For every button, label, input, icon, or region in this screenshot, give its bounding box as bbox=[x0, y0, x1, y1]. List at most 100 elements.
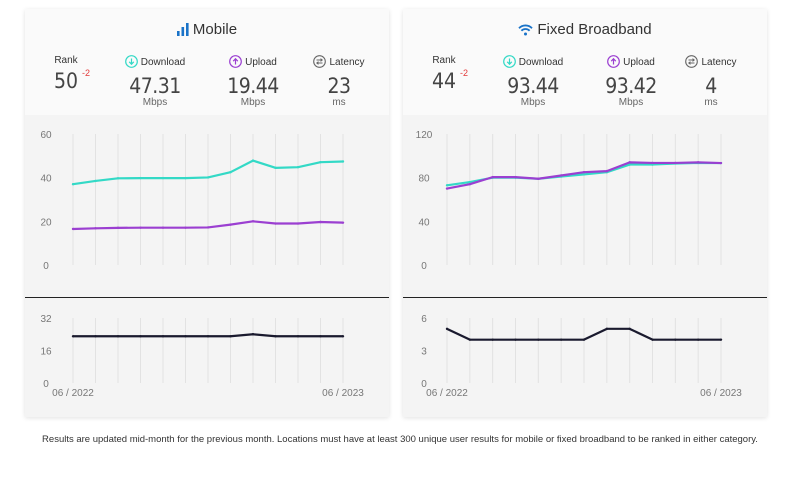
fixed-upload-label: Upload bbox=[623, 57, 655, 68]
data-point-download bbox=[161, 176, 165, 180]
mobile-upload: Upload 19.44 Mbps bbox=[203, 55, 303, 108]
fixed-panel: Fixed Broadband Rank 44 -2 Download 93.4… bbox=[403, 9, 767, 417]
mobile-rank: Rank 50 -2 bbox=[39, 55, 93, 93]
mobile-title: Mobile bbox=[25, 21, 389, 40]
data-point-upload bbox=[559, 174, 563, 177]
y-tick-label: 80 bbox=[418, 174, 430, 185]
data-point-upload bbox=[251, 220, 255, 223]
x-tick-label: 06 / 2023 bbox=[322, 388, 364, 399]
data-point-download bbox=[628, 163, 631, 166]
data-point-latency bbox=[229, 335, 232, 338]
fixed-latency-unit: ms bbox=[704, 97, 718, 108]
data-point-download bbox=[319, 160, 322, 164]
mobile-latency-value: 23 bbox=[327, 74, 351, 98]
mobile-latency: Latency 23 ms bbox=[293, 55, 385, 108]
data-point-upload bbox=[491, 175, 494, 179]
fixed-download-label: Download bbox=[518, 57, 564, 68]
data-point-download bbox=[274, 166, 277, 170]
fixed-download-value: 93.44 bbox=[507, 74, 559, 98]
data-point-latency bbox=[274, 335, 277, 338]
data-point-latency bbox=[491, 338, 494, 341]
data-point-upload bbox=[719, 161, 723, 165]
fixed-latency-chart: 0 3 6 06 / 2022 06 / 2023 bbox=[421, 314, 742, 399]
y-tick-label: 3 bbox=[421, 347, 427, 358]
data-point-latency bbox=[651, 338, 654, 341]
mobile-speed-chart: 0 20 40 60 bbox=[40, 130, 345, 272]
fixed-rank-label: Rank bbox=[432, 55, 456, 66]
mobile-latency-chart: 0 16 32 06 / 2022 06 / 2023 bbox=[40, 314, 364, 399]
data-point-upload bbox=[341, 221, 345, 224]
fixed-panel-header: Fixed Broadband Rank 44 -2 Download 93.4… bbox=[403, 9, 767, 115]
data-point-download bbox=[116, 177, 120, 180]
data-point-download bbox=[184, 176, 187, 180]
fixed-rank: Rank 44 -2 bbox=[417, 55, 471, 93]
data-point-download bbox=[229, 171, 232, 174]
data-point-latency bbox=[719, 338, 723, 341]
data-point-latency bbox=[139, 335, 142, 338]
download-arrow-icon bbox=[502, 55, 516, 71]
data-point-latency bbox=[628, 327, 631, 331]
mobile-upload-value: 19.44 bbox=[227, 74, 279, 98]
y-tick-label: 6 bbox=[421, 314, 427, 325]
y-tick-label: 16 bbox=[40, 347, 52, 358]
fixed-upload-value: 93.42 bbox=[605, 74, 657, 98]
data-point-upload bbox=[116, 226, 120, 230]
data-point-upload bbox=[514, 175, 517, 179]
y-tick-label: 60 bbox=[40, 130, 52, 141]
footer-note: Results are updated mid-month for the pr… bbox=[42, 434, 758, 445]
data-point-upload bbox=[71, 227, 75, 231]
y-tick-label: 20 bbox=[40, 217, 52, 228]
data-point-latency bbox=[674, 338, 677, 341]
fixed-latency: Latency 4 ms bbox=[665, 55, 757, 108]
latency-icon bbox=[313, 55, 327, 71]
fixed-title: Fixed Broadband bbox=[403, 21, 767, 40]
data-point-upload bbox=[161, 226, 165, 229]
data-point-latency bbox=[184, 335, 187, 338]
data-point-download bbox=[296, 165, 300, 169]
data-point-download bbox=[468, 180, 472, 184]
data-point-download bbox=[139, 176, 142, 180]
mobile-latency-label: Latency bbox=[329, 57, 365, 68]
data-point-latency bbox=[341, 335, 345, 338]
data-point-upload bbox=[296, 222, 300, 225]
data-point-latency bbox=[468, 338, 472, 341]
data-point-upload bbox=[696, 161, 700, 164]
y-tick-label: 0 bbox=[421, 261, 427, 272]
data-point-upload bbox=[274, 222, 277, 225]
data-point-upload bbox=[582, 171, 586, 174]
data-point-download bbox=[71, 183, 75, 186]
fixed-download: Download 93.44 Mbps bbox=[481, 55, 585, 108]
data-point-latency bbox=[582, 338, 586, 341]
data-point-latency bbox=[537, 338, 540, 341]
download-arrow-icon bbox=[124, 55, 138, 71]
data-point-latency bbox=[206, 335, 210, 338]
wifi-icon bbox=[518, 23, 534, 40]
y-tick-label: 32 bbox=[40, 314, 52, 325]
mobile-panel: Mobile Rank 50 -2 Download 47.31 Mbps Up… bbox=[25, 9, 389, 417]
fixed-title-text: Fixed Broadband bbox=[537, 21, 652, 38]
data-point-latency bbox=[514, 338, 517, 341]
y-tick-label: 0 bbox=[43, 379, 49, 390]
data-point-latency bbox=[559, 338, 563, 341]
data-point-upload bbox=[319, 220, 322, 224]
y-tick-label: 0 bbox=[421, 379, 427, 390]
data-point-upload bbox=[94, 227, 97, 230]
data-point-upload bbox=[674, 161, 677, 165]
data-point-latency bbox=[94, 335, 97, 338]
data-point-upload bbox=[605, 169, 609, 173]
mobile-rank-value: 50 bbox=[53, 69, 79, 93]
mobile-rank-change: -2 bbox=[82, 68, 91, 78]
upload-arrow-icon bbox=[607, 55, 621, 71]
mobile-download-unit: Mbps bbox=[142, 97, 168, 108]
data-point-latency bbox=[71, 335, 75, 338]
x-tick-label: 06 / 2023 bbox=[700, 388, 742, 399]
data-point-download bbox=[94, 179, 97, 183]
data-point-upload bbox=[628, 161, 631, 164]
y-tick-label: 40 bbox=[418, 217, 430, 228]
data-point-latency bbox=[161, 335, 165, 338]
data-point-download bbox=[251, 159, 255, 162]
latency-icon bbox=[685, 55, 699, 71]
data-point-download bbox=[206, 176, 210, 179]
x-tick-label: 06 / 2022 bbox=[52, 388, 94, 399]
data-point-download bbox=[445, 184, 449, 187]
